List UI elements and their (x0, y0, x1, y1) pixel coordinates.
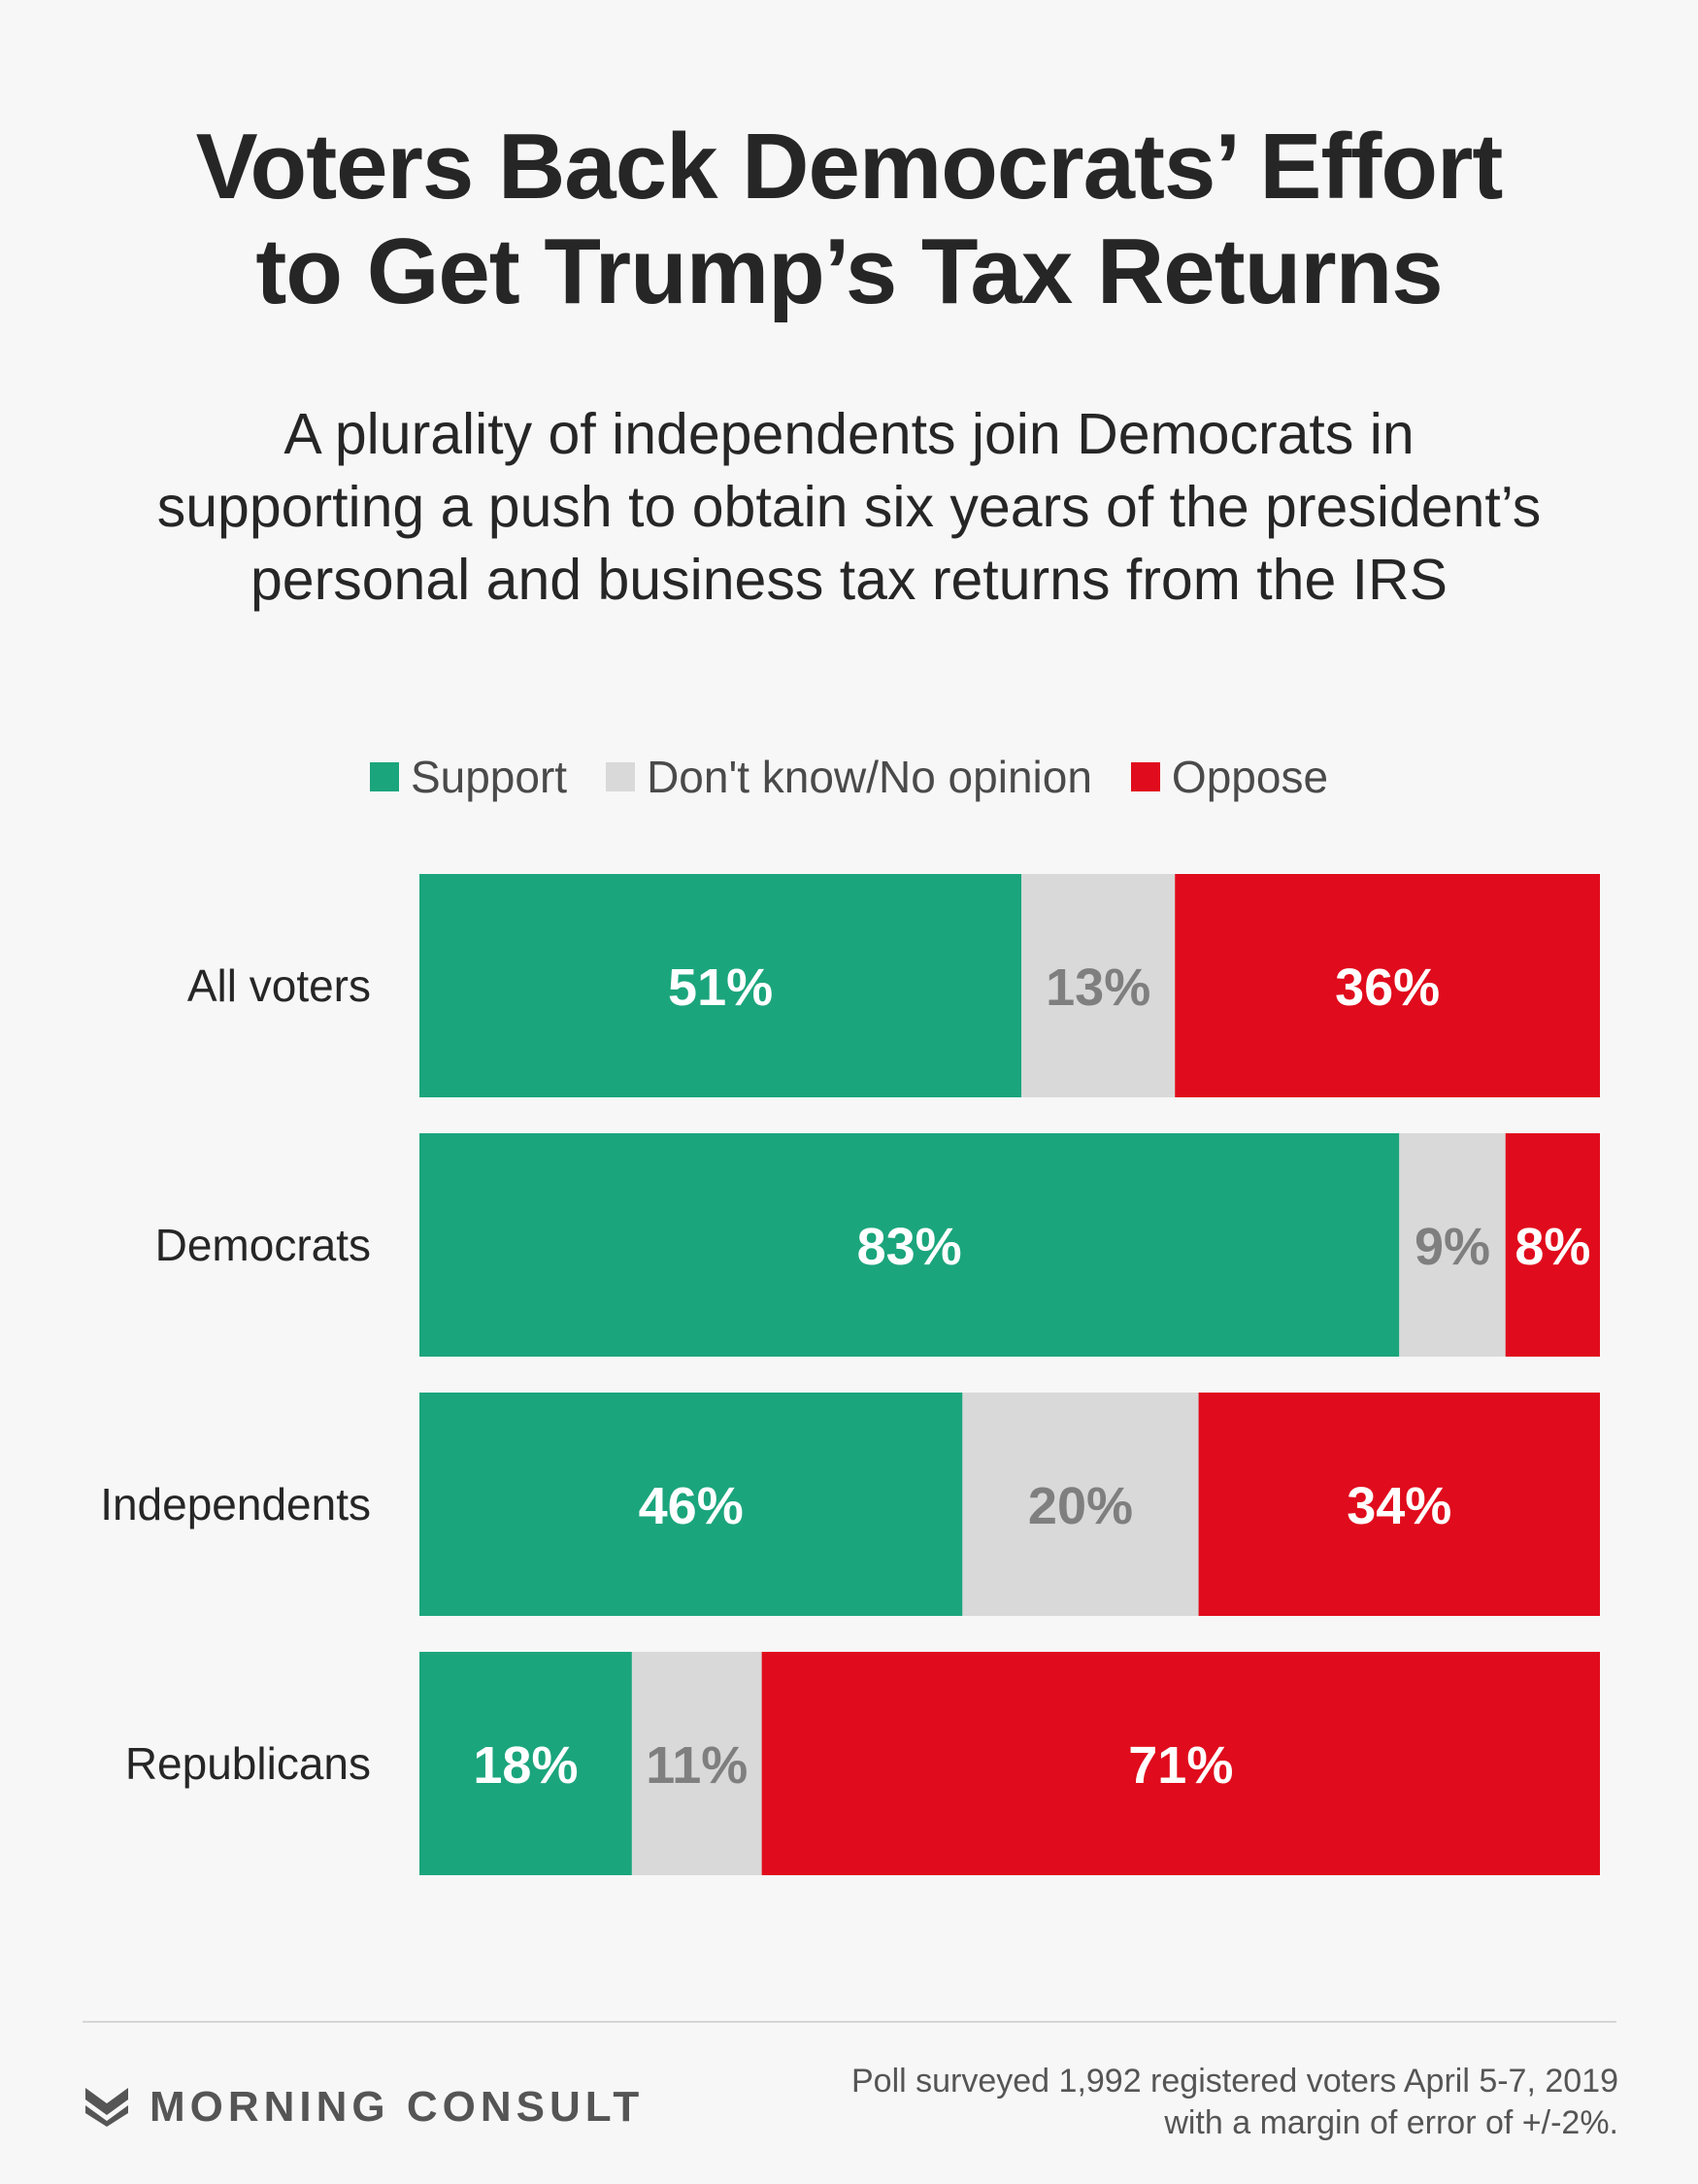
source-note-line-2: with a margin of error of +/-2%. (1164, 2104, 1618, 2141)
bar-republicans-oppose (761, 1652, 1600, 1875)
bar-republicans-support (419, 1652, 632, 1875)
morning-consult-chevron-icon (85, 2088, 128, 2127)
footer-divider (83, 2021, 1616, 2023)
bar-democrats-support (419, 1133, 1400, 1357)
legend-swatch-support (369, 762, 399, 791)
legend-label-support: Support (410, 752, 568, 802)
data-label-republicans-oppose: 71% (1128, 1736, 1233, 1795)
bar-democrats-don-t-know-no-opinion (1399, 1133, 1506, 1357)
bar-all-voters-support (419, 874, 1022, 1097)
data-label-independents-support: 46% (639, 1477, 744, 1535)
data-label-all-voters-support: 51% (668, 958, 773, 1017)
category-label-independents: Independents (100, 1479, 371, 1529)
data-label-republicans-don-t-know-no-opinion: 11% (646, 1736, 748, 1795)
data-label-independents-oppose: 34% (1347, 1477, 1451, 1535)
chart-title-line-2: to Get Trump’s Tax Returns (255, 219, 1443, 323)
chart-subtitle-line-3: personal and business tax returns from t… (250, 548, 1448, 612)
legend-label-oppose: Oppose (1171, 752, 1329, 802)
category-label-democrats: Democrats (155, 1220, 371, 1270)
bar-all-voters-oppose (1175, 874, 1600, 1097)
bar-independents-support (419, 1393, 963, 1616)
legend-item-oppose: Oppose (1130, 751, 1329, 803)
bar-democrats-oppose (1505, 1133, 1600, 1357)
legend-item-support: Support (369, 751, 568, 803)
data-label-democrats-oppose: 8% (1515, 1218, 1590, 1276)
chart-title-line-1: Voters Back Democrats’ Effort (195, 115, 1504, 218)
chart-subtitle-line-1: A plurality of independents join Democra… (283, 402, 1415, 466)
bar-republicans-don-t-know-no-opinion (631, 1652, 762, 1875)
category-label-all-voters: All voters (187, 960, 371, 1011)
chart-subtitle-line-2: supporting a push to obtain six years of… (156, 475, 1542, 539)
chart-subtitle: A plurality of independents join Democra… (0, 398, 1698, 617)
source-note-line-1: Poll surveyed 1,992 registered voters Ap… (850, 2063, 1618, 2100)
category-label-republicans: Republicans (125, 1738, 371, 1789)
data-label-all-voters-don-t-know-no-opinion: 13% (1046, 958, 1150, 1017)
data-label-all-voters-oppose: 36% (1335, 958, 1440, 1017)
bar-independents-don-t-know-no-opinion (962, 1393, 1199, 1616)
bar-independents-oppose (1198, 1393, 1600, 1616)
bar-all-voters-don-t-know-no-opinion (1021, 874, 1176, 1097)
legend-label-dont-know: Don't know/No opinion (647, 752, 1092, 802)
brand-logo: MORNING CONSULT (85, 2080, 644, 2134)
data-label-democrats-support: 83% (857, 1218, 962, 1276)
legend-swatch-oppose (1130, 762, 1160, 791)
chart-title: Voters Back Democrats’ Effort to Get Tru… (0, 115, 1698, 324)
data-label-republicans-support: 18% (473, 1736, 578, 1795)
brand-logo-text: MORNING CONSULT (150, 2083, 645, 2131)
data-label-democrats-don-t-know-no-opinion: 9% (1415, 1218, 1490, 1276)
legend-swatch-dont-know (606, 762, 636, 791)
data-label-independents-don-t-know-no-opinion: 20% (1028, 1477, 1133, 1535)
legend-item-dont-know: Don't know/No opinion (606, 751, 1092, 803)
source-note: Poll surveyed 1,992 registered voters Ap… (745, 2061, 1618, 2144)
chart-legend: Support Don't know/No opinion Oppose (0, 748, 1698, 806)
